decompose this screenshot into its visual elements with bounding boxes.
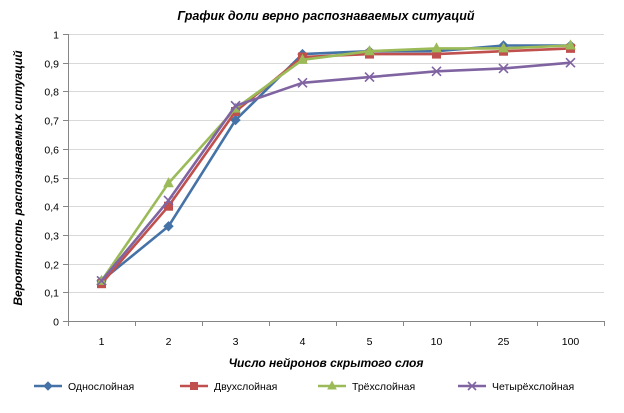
data-point [364, 71, 375, 83]
data-point [431, 42, 442, 53]
series-path [100, 44, 571, 282]
x-axis-title: Число нейронов скрытого слоя [229, 356, 424, 370]
y-tick-labels: 0 0,1 0,2 0,3 0,4 0,5 0,6 0,7 0,8 0,9 1 [44, 30, 59, 329]
y-tick-label: 0 [53, 317, 59, 329]
data-point [230, 114, 241, 126]
data-point [297, 77, 308, 88]
y-tick-label: 0,3 [44, 231, 59, 243]
x-tick-label: 25 [498, 336, 510, 348]
legend-label: Двухслойная [214, 381, 277, 393]
data-point [163, 221, 174, 232]
series-path [100, 47, 571, 285]
legend-label: Четырёхслойная [492, 381, 574, 393]
y-tick-label: 0,4 [44, 202, 59, 214]
data-point [163, 195, 174, 206]
series-path [100, 44, 571, 282]
y-tick-label: 0,1 [44, 288, 59, 300]
data-point [364, 45, 375, 56]
legend-item: Трёхслойная [318, 380, 415, 393]
x-tick-label: 100 [562, 336, 580, 348]
y-axis-title: Вероятность распознаваемых ситуаций [11, 50, 25, 306]
y-tick-label: 0,7 [44, 116, 59, 128]
legend: Однослойная Двухслойная Трёхслойная Четырёх… [34, 380, 574, 393]
x-tick-label: 1 [99, 336, 105, 348]
data-point [498, 42, 509, 53]
x-tick-labels: 1 2 3 4 5 10 25 100 [99, 336, 580, 348]
y-tick-label: 0,5 [44, 174, 59, 186]
data-point [190, 382, 198, 390]
y-tick-label: 0,6 [44, 145, 59, 157]
x-tick-label: 4 [300, 336, 306, 348]
data-point [297, 53, 308, 64]
x-tick-label: 5 [367, 336, 373, 348]
legend-label: Однослойная [68, 381, 134, 393]
chart-title: График доли верно распознаваемых ситуаци… [177, 9, 475, 23]
series-lines [96, 39, 576, 289]
y-tick-label: 0,9 [44, 59, 59, 71]
x-tick-label: 3 [233, 336, 239, 348]
data-point [431, 66, 442, 77]
y-tick-label: 0,2 [44, 260, 59, 272]
legend-item: Четырёхслойная [458, 381, 574, 393]
y-tick-label: 0,8 [44, 87, 59, 99]
series-line [96, 39, 576, 285]
series-line [96, 40, 576, 287]
gridlines [68, 34, 604, 293]
legend-item: Однослойная [34, 381, 134, 393]
data-point [230, 100, 241, 111]
data-point [327, 380, 337, 390]
data-point [565, 57, 576, 68]
data-point [498, 63, 509, 74]
x-tick-label: 10 [431, 336, 443, 348]
data-point [43, 381, 53, 391]
data-point [96, 275, 107, 286]
data-point [565, 39, 576, 50]
series-path [100, 61, 571, 282]
data-point [467, 381, 477, 391]
y-tick-label: 1 [53, 30, 59, 42]
x-tick-label: 2 [166, 336, 172, 348]
series-line [96, 57, 576, 286]
axes [63, 34, 605, 326]
data-point [163, 177, 174, 188]
legend-item: Двухслойная [180, 381, 277, 393]
legend-label: Трёхслойная [352, 381, 415, 393]
